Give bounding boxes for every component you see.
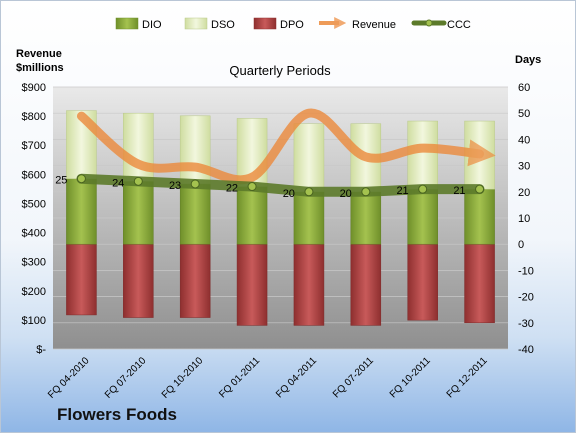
left-tick-label: $500 — [22, 198, 46, 210]
x-tick-label: FQ 07-2010 — [103, 355, 149, 401]
left-tick-label: $200 — [22, 286, 46, 298]
bar-dpo — [464, 243, 495, 324]
left-axis-label-line1: Revenue — [16, 48, 62, 60]
right-axis-label: Days — [515, 54, 541, 66]
x-tick-label: FQ 12-2011 — [445, 355, 490, 400]
ccc-point — [190, 179, 200, 189]
ccc-data-label: 25 — [55, 175, 67, 187]
ccc-data-label: 20 — [340, 188, 352, 200]
bar-dpo — [66, 243, 97, 316]
ccc-point — [361, 187, 371, 197]
ccc-point — [304, 187, 314, 197]
bars — [66, 110, 495, 326]
ccc-point — [247, 182, 257, 192]
right-tick-label: -30 — [518, 318, 534, 330]
revenue-series — [76, 108, 496, 185]
legend: DIO DSO DPO Revenue CCC — [115, 17, 471, 31]
bar-dpo — [236, 243, 268, 326]
right-tick-label: 10 — [518, 213, 530, 225]
bar-dio — [123, 181, 154, 245]
ccc-line — [76, 173, 485, 197]
ccc-data-label: 21 — [453, 185, 465, 197]
ccc-point — [133, 176, 143, 186]
legend-item-dso: DSO — [184, 17, 235, 31]
left-tick-label: $700 — [22, 140, 46, 152]
ccc-data-label: 22 — [226, 183, 238, 195]
bar-dso — [407, 120, 438, 190]
left-tick-label: $800 — [22, 111, 46, 123]
right-tick-label: -10 — [518, 265, 534, 277]
company-name: Flowers Foods — [57, 405, 177, 424]
right-tick-label: 40 — [518, 134, 530, 146]
legend-label-dio: DIO — [142, 19, 162, 31]
chart-subtitle: Quarterly Periods — [229, 63, 331, 78]
legend-item-dio: DIO — [115, 17, 162, 31]
bar-dpo — [179, 243, 211, 318]
bar-dio — [179, 183, 211, 245]
x-tick-label: FQ 04-2010 — [46, 355, 92, 401]
bar-dio — [236, 186, 268, 245]
x-tick-label: FQ 07-2011 — [331, 355, 376, 400]
bar-dpo — [407, 243, 438, 321]
legend-item-dpo: DPO — [253, 17, 304, 31]
right-tick-label: -20 — [518, 292, 534, 304]
legend-label-ccc: CCC — [447, 19, 471, 31]
revenue-line — [76, 108, 496, 185]
x-tick-label: FQ 10-2011 — [388, 355, 433, 400]
bar-dio — [407, 188, 438, 245]
bar-dpo — [123, 243, 154, 318]
legend-label-revenue: Revenue — [352, 19, 396, 31]
ccc-point — [76, 174, 86, 184]
legend-item-ccc: CCC — [411, 19, 471, 31]
left-tick-label: $100 — [22, 315, 46, 327]
ccc-point — [418, 184, 428, 194]
bar-dso — [123, 112, 154, 182]
bar-dpo — [293, 243, 325, 326]
left-tick-label: $900 — [22, 82, 46, 94]
right-tick-label: 50 — [518, 108, 530, 120]
bar-dio — [66, 178, 97, 245]
left-tick-label: $600 — [22, 169, 46, 181]
left-tick-label: $- — [36, 344, 46, 356]
legend-label-dpo: DPO — [280, 19, 304, 31]
bar-dio — [293, 191, 325, 245]
bar-dpo — [350, 243, 382, 326]
x-tick-label: FQ 04-2011 — [274, 355, 319, 400]
x-tick-label: FQ 01-2011 — [217, 355, 262, 400]
right-tick-label: -40 — [518, 344, 534, 356]
ccc-data-label: 21 — [396, 185, 408, 197]
bar-dso — [293, 123, 325, 193]
legend-label-dso: DSO — [211, 19, 235, 31]
x-axis-ticks: FQ 04-2010 FQ 07-2010 FQ 10-2010 FQ 01-2011… — [46, 355, 490, 401]
right-tick-label: 30 — [518, 161, 530, 173]
ccc-data-label: 20 — [283, 188, 295, 200]
x-tick-label: FQ 10-2010 — [160, 355, 206, 401]
ccc-point — [475, 184, 485, 194]
ccc-data-label: 23 — [169, 180, 181, 192]
right-tick-label: 0 — [518, 239, 524, 251]
legend-item-revenue: Revenue — [319, 17, 396, 31]
bar-dio — [350, 191, 382, 245]
ccc-series: 25 24 23 22 20 20 21 21 — [55, 173, 485, 200]
ccc-data-label: 24 — [112, 177, 124, 189]
left-axis-label-line2: $millions — [16, 62, 64, 74]
right-tick-label: 60 — [518, 82, 530, 94]
right-axis-ticks: -40 -30 -20 -10 0 10 20 30 40 50 60 — [518, 82, 534, 356]
right-tick-label: 20 — [518, 187, 530, 199]
left-tick-label: $400 — [22, 228, 46, 240]
left-axis-ticks: $- $100 $200 $300 $400 $500 $600 $700 $800 $900 — [22, 82, 47, 356]
left-tick-label: $300 — [22, 257, 46, 269]
bar-dio — [464, 188, 495, 245]
